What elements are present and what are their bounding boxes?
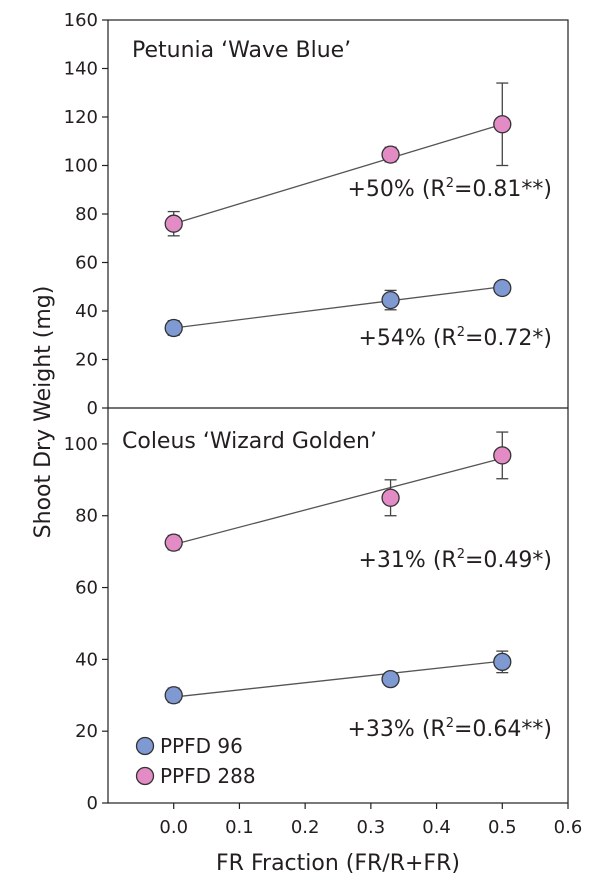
data-points: [164, 115, 512, 705]
y-tick-label: 120: [64, 107, 98, 128]
data-point: [164, 214, 183, 233]
x-tick-label: 0.3: [357, 817, 386, 838]
panel-title: Petunia ‘Wave Blue’: [132, 38, 351, 63]
data-point: [164, 533, 183, 552]
y-tick-label: 60: [75, 578, 98, 599]
data-point: [493, 652, 512, 672]
y-tick-label: 100: [64, 156, 98, 177]
y-tick-label: 0: [87, 793, 98, 814]
fit-annotation: +33% (R2=0.64**): [348, 716, 553, 742]
y-tick-label: 160: [64, 10, 98, 31]
data-point: [493, 446, 512, 465]
y-tick-label: 80: [75, 204, 98, 225]
legend-label: PPFD 288: [160, 764, 256, 788]
y-tick-label: 60: [75, 253, 98, 274]
legend-label: PPFD 96: [160, 734, 243, 758]
data-point: [381, 145, 400, 164]
x-tick-label: 0.1: [225, 817, 254, 838]
fit-line: [173, 286, 503, 329]
data-point: [493, 115, 512, 134]
y-tick-label: 40: [75, 301, 98, 322]
y-tick-label: 20: [75, 721, 98, 742]
legend-marker: [135, 736, 155, 756]
y-tick-label: 20: [75, 350, 98, 371]
panel-title: Coleus ‘Wizard Golden’: [122, 429, 377, 454]
x-tick-label: 0.4: [422, 817, 451, 838]
error-bars: [167, 82, 509, 704]
data-point: [164, 318, 183, 338]
fit-annotation: +54% (R2=0.72*): [359, 325, 553, 351]
x-tick-label: 0.2: [291, 817, 320, 838]
text-labels: 0 20 40 60 80 100 120 140 160 Petunia ‘Wave Blue’…: [31, 10, 582, 876]
y-tick-label: 100: [64, 434, 98, 455]
legend-marker: [135, 766, 155, 786]
fit-line: [173, 457, 503, 546]
axis-ticks: [102, 19, 569, 809]
x-tick-label: 0.6: [554, 817, 583, 838]
y-tick-label: 40: [75, 649, 98, 670]
y-axis-title: Shoot Dry Weight (mg): [31, 286, 56, 539]
x-tick-label: 0.5: [488, 817, 517, 838]
y-tick-label: 0: [87, 398, 98, 419]
fit-annotation: +50% (R2=0.81**): [348, 176, 553, 202]
x-axis-title: FR Fraction (FR/R+FR): [216, 851, 460, 876]
data-point: [381, 488, 400, 507]
fit-annotation: +31% (R2=0.49*): [359, 547, 553, 573]
fit-lines: [173, 123, 503, 698]
plot-frame: [107, 19, 569, 804]
data-point: [164, 686, 183, 705]
legend: PPFD 96 PPFD 288: [135, 734, 256, 788]
x-tick-label: 0.0: [159, 817, 188, 838]
plot-border: [107, 19, 569, 804]
y-tick-label: 80: [75, 506, 98, 527]
data-point: [493, 278, 512, 298]
y-tick-label: 140: [64, 59, 98, 80]
data-point: [381, 290, 400, 310]
fit-line: [173, 660, 503, 698]
data-point: [381, 669, 400, 689]
fit-line: [173, 123, 503, 225]
